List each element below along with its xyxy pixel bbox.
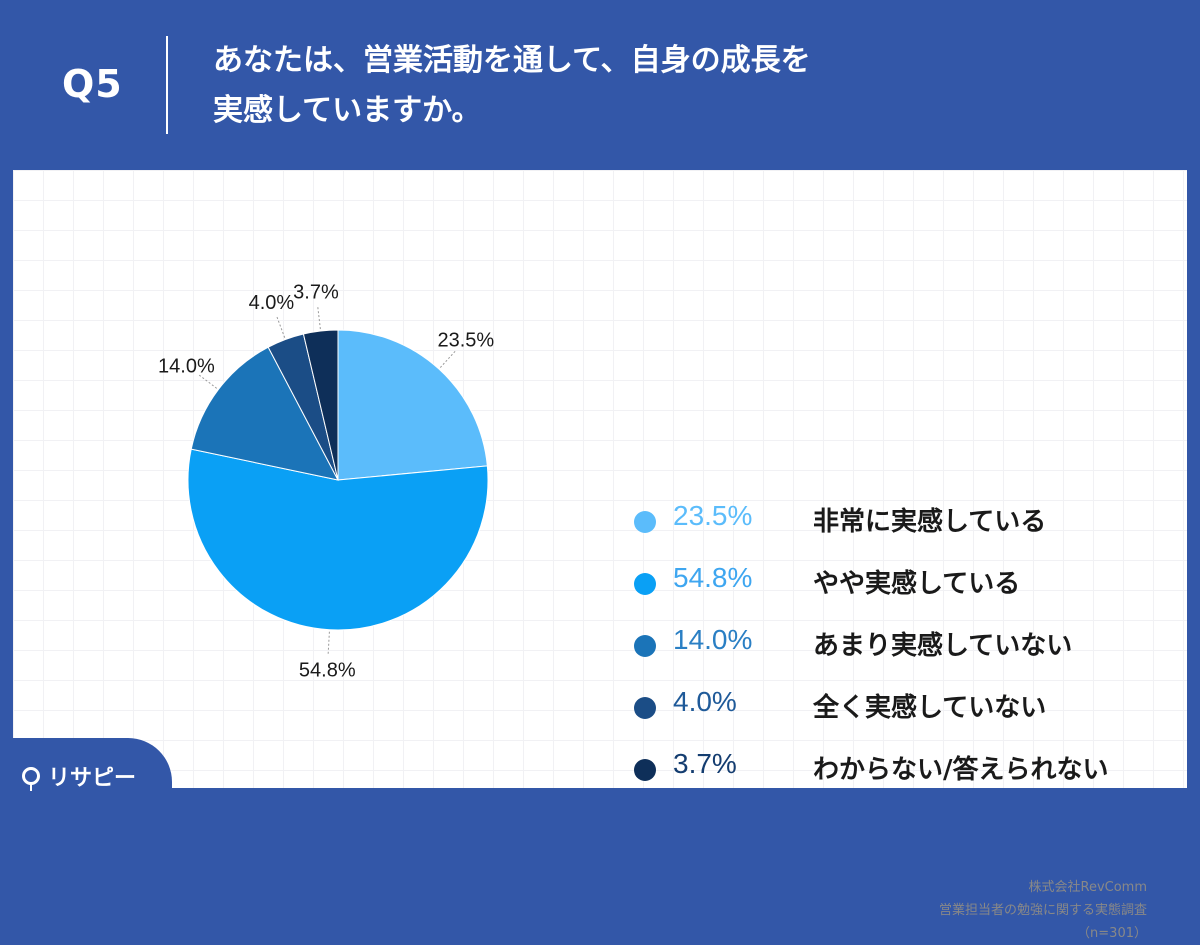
leader-line <box>275 314 286 338</box>
data-label: 3.7% <box>293 281 339 303</box>
leader-line <box>327 631 330 656</box>
legend-percent: 14.0% <box>673 624 753 655</box>
data-label: 54.8% <box>299 660 356 682</box>
legend-swatch <box>634 759 656 781</box>
legend-label: わからない/答えられない <box>813 755 1109 785</box>
question-number: Q5 <box>62 62 123 106</box>
question-line-2: 実感していますか。 <box>213 93 482 128</box>
leader-line <box>439 349 457 368</box>
header-divider <box>166 36 168 134</box>
question-line-1: あなたは、営業活動を通して、自身の成長を <box>213 43 811 78</box>
footer-sample: （n=301） <box>1077 926 1147 941</box>
data-label: 23.5% <box>438 329 495 351</box>
legend-swatch <box>634 511 656 533</box>
legend-label: あまり実感していない <box>813 631 1073 661</box>
pin-icon <box>22 767 40 791</box>
pie-chart: 23.5% 54.8% 14.0% 4.0%3.7% <box>158 281 495 682</box>
pie-slice <box>190 346 339 481</box>
header-bar: Q5 あなたは、営業活動を通して、自身の成長を 実感していますか。 <box>0 0 1200 170</box>
legend-percent: 3.7% <box>673 748 737 779</box>
source-footer: 株式会社RevComm 営業担当者の勉強に関する実態調査 （n=301） <box>939 876 1147 945</box>
legend-percent: 4.0% <box>673 686 737 717</box>
data-label: 4.0% <box>249 292 295 314</box>
brand-name: リサピー <box>48 766 137 791</box>
legend-percent: 23.5% <box>673 500 753 531</box>
footer-survey: 営業担当者の勉強に関する実態調査 <box>938 903 1147 918</box>
legend-label: 非常に実感している <box>813 507 1047 537</box>
pie-slice <box>337 329 488 481</box>
chart-panel: 23.5% 54.8% 14.0% 4.0% 3.7% 23.5% 非常に実感している 54… <box>13 170 1187 941</box>
question-text: あなたは、営業活動を通して、自身の成長を 実感していますか。 <box>213 36 1113 136</box>
legend-label: やや実感している <box>813 569 1021 599</box>
brand-logo: リサピー <box>22 760 136 792</box>
pie-slice <box>302 329 339 481</box>
legend-percent: 54.8% <box>673 562 753 593</box>
legend-label: 全く実感していない <box>813 693 1047 723</box>
footer-company: 株式会社RevComm <box>1028 880 1148 895</box>
data-label: 14.0% <box>158 355 215 377</box>
legend-swatch <box>634 573 656 595</box>
pie-slice <box>187 448 489 631</box>
legend-swatch <box>634 697 656 719</box>
leader-line <box>317 305 321 330</box>
legend-swatch <box>634 635 656 657</box>
